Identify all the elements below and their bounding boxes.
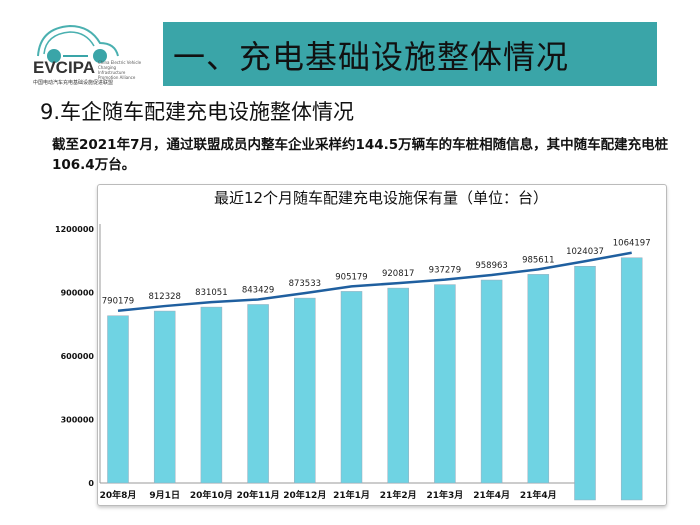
bar bbox=[480, 279, 503, 484]
bar bbox=[620, 257, 643, 501]
data-label: 958963 bbox=[475, 261, 507, 271]
x-tick-label: 21年3月 bbox=[427, 489, 464, 501]
ev-car-logo-icon bbox=[37, 24, 119, 63]
y-tick-label: 300000 bbox=[61, 416, 95, 425]
data-label: 920817 bbox=[382, 269, 414, 279]
header-banner: 一、充电基础设施整体情况 bbox=[163, 22, 657, 86]
x-tick-label: 21年2月 bbox=[380, 489, 417, 501]
x-tick-label: 20年8月 bbox=[100, 489, 137, 501]
x-tick-label: 20年11月 bbox=[237, 489, 280, 501]
data-label: 1024037 bbox=[566, 247, 604, 257]
x-tick-label: 21年1月 bbox=[333, 489, 370, 501]
data-label: 843429 bbox=[242, 285, 274, 295]
bar bbox=[574, 265, 596, 501]
data-label: 790179 bbox=[102, 297, 134, 307]
data-label: 1064197 bbox=[613, 239, 651, 249]
trend-line bbox=[117, 251, 632, 312]
section-title: 9.车企随车配建充电设施整体情况 bbox=[40, 100, 355, 124]
chart-title: 最近12个月随车配建充电设施保有量（单位：台） bbox=[214, 189, 548, 207]
data-label: 985611 bbox=[522, 255, 554, 265]
bar bbox=[294, 297, 316, 484]
data-label: 831051 bbox=[195, 288, 227, 298]
y-tick-label: 600000 bbox=[61, 352, 95, 361]
chart-frame bbox=[97, 184, 667, 506]
bar bbox=[340, 291, 363, 484]
x-tick-label: 9月1日 bbox=[149, 490, 180, 501]
y-tick-label: 900000 bbox=[61, 289, 95, 298]
data-label: 937279 bbox=[429, 266, 461, 276]
bar bbox=[107, 315, 129, 484]
y-tick-label: 0 bbox=[88, 479, 94, 488]
data-label: 905179 bbox=[335, 272, 367, 282]
bar bbox=[153, 310, 176, 484]
data-label: 873533 bbox=[289, 279, 321, 289]
bar bbox=[247, 304, 269, 484]
bar bbox=[527, 274, 550, 484]
x-tick-label: 21年4月 bbox=[520, 489, 557, 501]
section-description: 截至2021年7月，通过联盟成员内整车企业采样约144.5万辆车的车桩相随信息，… bbox=[52, 137, 669, 173]
data-label: 812328 bbox=[148, 292, 180, 302]
x-tick-label: 20年12月 bbox=[283, 489, 326, 501]
y-tick-label: 1200000 bbox=[55, 225, 94, 234]
bar bbox=[387, 287, 409, 484]
bar bbox=[434, 284, 456, 484]
page-title: 一、充电基础设施整体情况 bbox=[173, 38, 570, 76]
x-tick-label: 20年10月 bbox=[190, 489, 233, 501]
bar bbox=[200, 306, 223, 484]
x-tick-label: 21年4月 bbox=[473, 489, 510, 501]
